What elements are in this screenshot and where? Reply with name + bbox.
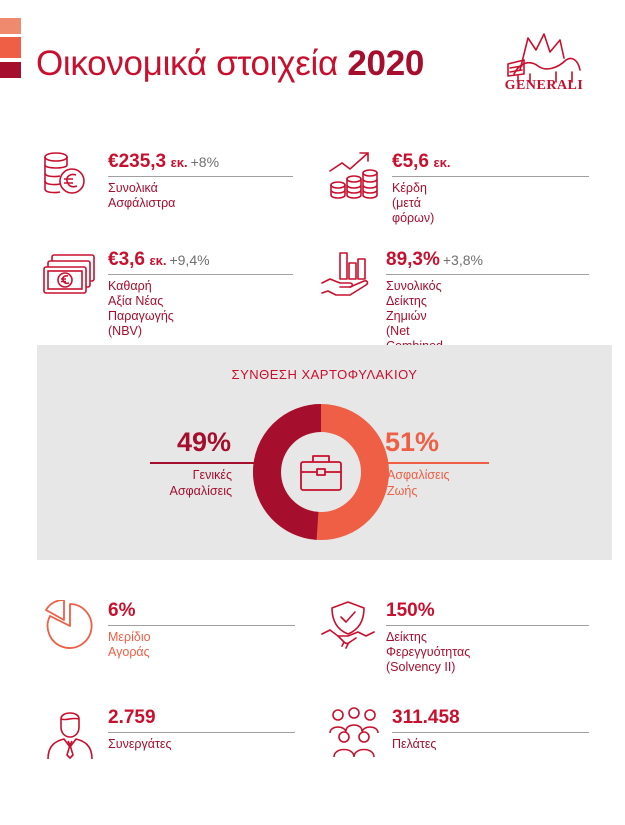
shield-handshake-icon [321,601,375,649]
profit-unit: εκ. [433,155,451,170]
premiums-unit: εκ. [170,155,188,170]
general-label-line2: Ασφαλίσεις [169,484,233,498]
partners-value-row: 2.759 [108,707,156,729]
general-percent: 49% [177,427,232,457]
life-label-line2: Ζωής [387,484,418,498]
title-text: Οικονομικά στοιχεία [36,44,338,83]
general-label: Γενικές Ασφαλίσεις [150,467,233,499]
clients-value-row: 311.458 [392,707,460,729]
hand-bar-chart-icon [321,252,369,296]
life-label-line1: Ασφαλίσεις [387,468,450,482]
banknotes-icon [43,254,95,294]
nbv-rule [108,274,293,275]
profit-value-row: €5,6 εκ. [392,151,450,173]
nbv-label-line2: (NBV) [108,324,143,338]
premiums-label: Συνολικά Ασφάλιστρα [108,181,176,210]
solvency-label: Δείκτης Φερεγγυότητας (Solvency II) [386,630,470,675]
generali-lion-logo [507,33,581,83]
page-title: Οικονομικά στοιχεία 2020 [36,44,424,84]
market-share-label: Μερίδιο Αγοράς [108,630,151,659]
partners-rule [108,732,295,733]
general-rule [150,462,270,464]
coins-euro-icon [44,152,85,194]
partners-label: Συνεργάτες [108,737,172,751]
profit-label: Κέρδη (μετά φόρων) [392,181,435,225]
clients-label: Πελάτες [392,737,437,751]
logo-wordmark: GENERALI [504,78,584,93]
people-group-icon [329,707,379,758]
stripe-dark [0,62,21,78]
portfolio-title: ΣΥΝΘΕΣΗ ΧΑΡΤΟΦΥΛΑΚΙΟΥ [231,367,418,382]
premiums-value-row: €235,3 εκ. +8% [108,151,219,173]
clients-value: 311.458 [392,707,460,728]
life-label: Ασφαλίσεις Ζωής [387,467,450,499]
donut-general-segment [253,404,389,540]
solvency-value: 150% [386,600,435,621]
nbv-unit: εκ. [149,253,167,268]
clients-rule [392,732,589,733]
solvency-label-line2: (Solvency II) [386,660,456,674]
nbv-change: +9,4% [169,252,210,268]
nbv-value: €3,6 [108,249,145,270]
nbv-value-row: €3,6 εκ. +9,4% [108,249,210,271]
premiums-change: +8% [190,154,220,170]
partners-value: 2.759 [108,707,156,728]
title-year: 2020 [347,44,425,83]
life-rule [377,462,489,464]
combined-ratio-value: 89,3% [386,249,440,270]
pie-chart-icon [45,600,93,649]
growth-coins-icon [329,152,378,199]
nbv-label-line1: Καθαρή Αξία Νέας Παραγωγής [108,279,174,323]
market-share-value-row: 6% [108,600,135,622]
combined-ratio-label-line1: Συνολικός Δείκτης Ζημιών [386,279,442,323]
solvency-value-row: 150% [386,600,435,622]
general-label-line1: Γενικές [192,468,232,482]
person-tie-icon [47,712,93,759]
premiums-value: €235,3 [108,151,167,172]
briefcase-icon [300,455,342,491]
combined-ratio-rule [386,274,589,275]
life-percent: 51% [385,427,440,457]
nbv-label: Καθαρή Αξία Νέας Παραγωγής (NBV) [108,279,174,339]
portfolio-donut-chart [253,404,389,540]
market-share-rule [108,625,295,626]
stripe-orange [0,37,21,58]
market-share-value: 6% [108,600,136,621]
combined-ratio-change: +3,8% [442,252,483,268]
portfolio-panel: ΣΥΝΘΕΣΗ ΧΑΡΤΟΦΥΛΑΚΙΟΥ 49% Γενικές Ασφαλί… [37,345,612,560]
stripe-light [0,18,21,34]
profit-value: €5,6 [392,151,429,172]
premiums-rule [108,176,293,177]
solvency-label-line1: Δείκτης Φερεγγυότητας [386,630,471,659]
profit-rule [392,176,589,177]
solvency-rule [386,625,589,626]
combined-ratio-value-row: 89,3% +3,8% [386,249,483,271]
